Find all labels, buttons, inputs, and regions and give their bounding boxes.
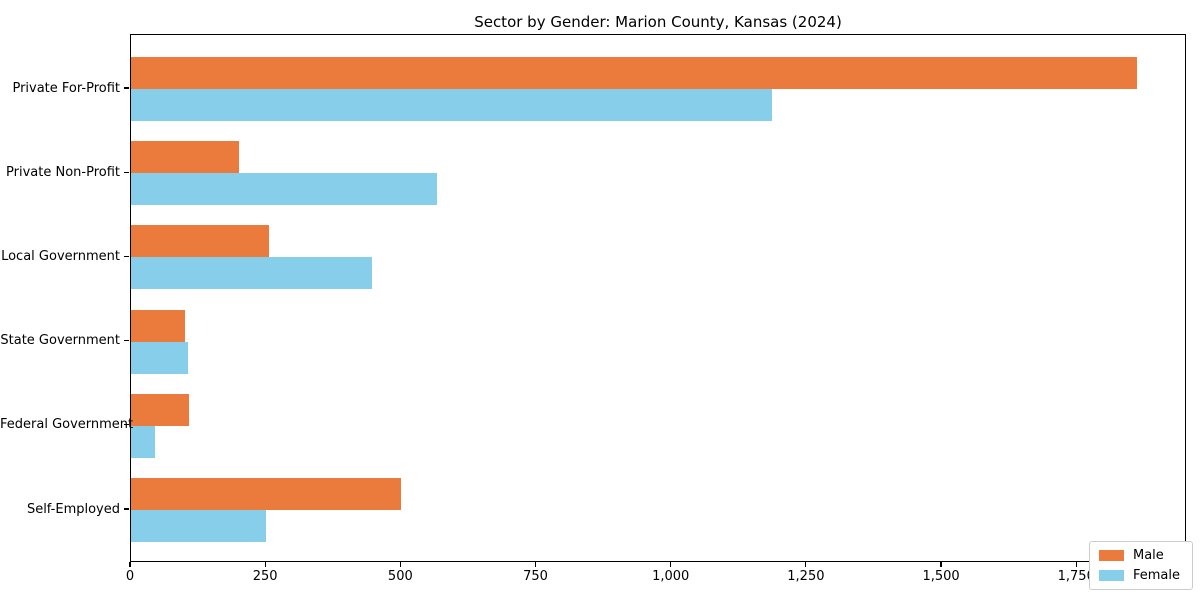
- ytick-mark-self-employed: [124, 508, 129, 510]
- xtick-mark-500: [399, 562, 401, 567]
- bar-female-local-government: [131, 257, 372, 290]
- xtick-label-1500: 1,500: [922, 569, 960, 584]
- xtick-label-1750: 1,750: [1057, 569, 1095, 584]
- ytick-label-private-for-profit: Private For-Profit: [12, 80, 120, 96]
- legend-entry-female: Female: [1098, 568, 1180, 583]
- xtick-mark-250: [264, 562, 266, 567]
- xtick-label-1000: 1,000: [652, 569, 690, 584]
- ytick-mark-local-government: [124, 255, 129, 257]
- xtick-mark-1500: [940, 562, 942, 567]
- plot-area: [130, 34, 1186, 562]
- legend-label-male: Male: [1132, 548, 1164, 563]
- ytick-label-federal-government: Federal Government: [0, 417, 134, 433]
- bar-male-private-non-profit: [131, 141, 240, 174]
- ytick-mark-federal-government: [124, 424, 129, 426]
- ytick-mark-state-government: [124, 340, 129, 342]
- xtick-mark-1000: [670, 562, 672, 567]
- ytick-label-state-government: State Government: [0, 333, 120, 349]
- bar-female-state-government: [131, 341, 188, 374]
- legend-label-female: Female: [1132, 568, 1180, 583]
- legend: Male Female: [1088, 541, 1193, 590]
- xtick-label-750: 750: [523, 569, 548, 584]
- bar-female-federal-government: [131, 425, 156, 458]
- xtick-label-1250: 1,250: [787, 569, 825, 584]
- ytick-label-self-employed: Self-Employed: [26, 501, 120, 517]
- bar-male-self-employed: [131, 478, 402, 510]
- xtick-label-250: 250: [252, 569, 278, 584]
- xtick-label-500: 500: [387, 569, 413, 584]
- ytick-mark-private-for-profit: [124, 87, 129, 89]
- xtick-mark-1250: [805, 562, 807, 567]
- chart-title: Sector by Gender: Marion County, Kansas …: [474, 13, 842, 31]
- ytick-mark-private-non-profit: [124, 171, 129, 173]
- bar-male-local-government: [131, 225, 269, 258]
- bar-male-state-government: [131, 309, 186, 342]
- xtick-label-0: 0: [125, 569, 135, 584]
- legend-swatch-male: [1098, 550, 1124, 561]
- legend-swatch-female: [1098, 570, 1124, 581]
- xtick-mark-750: [534, 562, 537, 567]
- xtick-mark-0: [129, 562, 131, 567]
- ytick-label-private-non-profit: Private Non-Profit: [6, 164, 120, 180]
- bar-female-private-for-profit: [131, 89, 772, 121]
- bar-female-self-employed: [131, 510, 267, 542]
- bar-male-private-for-profit: [131, 57, 1137, 89]
- legend-entry-male: Male: [1098, 548, 1180, 563]
- bar-male-federal-government: [131, 393, 189, 426]
- ytick-label-local-government: Local Government: [1, 248, 120, 264]
- xtick-mark-1750: [1075, 562, 1077, 567]
- bar-female-private-non-profit: [131, 173, 437, 206]
